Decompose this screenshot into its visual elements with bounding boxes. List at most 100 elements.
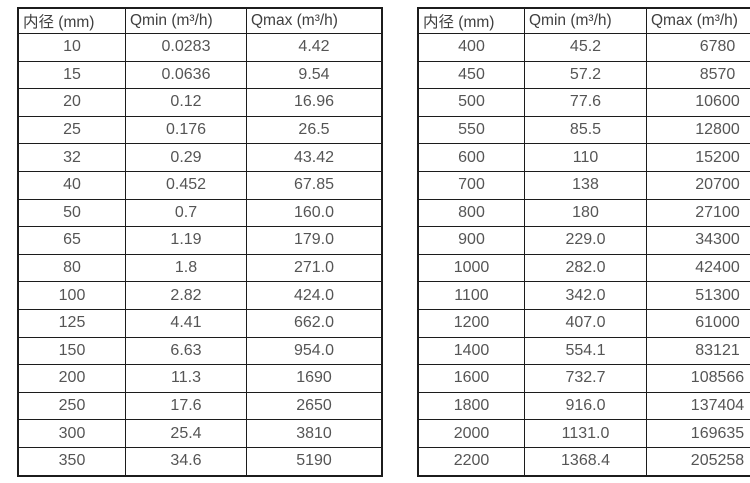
cell: 180 xyxy=(524,198,647,228)
cell: 229.0 xyxy=(524,226,647,255)
cell: 271.0 xyxy=(246,253,383,283)
table-row: 1100 342.0 51300 xyxy=(417,281,750,310)
cell: 0.0636 xyxy=(125,60,247,90)
table-row: 1800 916.0 137404 xyxy=(417,391,750,421)
cell: 500 xyxy=(417,88,525,117)
table-row: 150 6.63 954.0 xyxy=(17,336,383,366)
cell: 32 xyxy=(17,143,126,172)
table-row: 2200 1368.4 205258 xyxy=(417,446,750,477)
cell: 662.0 xyxy=(246,308,383,338)
cell: 1400 xyxy=(417,336,525,366)
cell: 400 xyxy=(417,33,525,62)
cell: 300 xyxy=(17,419,126,448)
table-row: 10 0.0283 4.42 xyxy=(17,33,383,62)
column-header: 内径 (mm) xyxy=(17,7,126,34)
cell: 26.5 xyxy=(246,115,383,145)
table-row: 450 57.2 8570 xyxy=(417,60,750,90)
cell: 424.0 xyxy=(246,281,383,310)
cell: 125 xyxy=(17,308,126,338)
cell: 110 xyxy=(524,143,647,172)
cell: 9.54 xyxy=(246,60,383,90)
table-row: 900 229.0 34300 xyxy=(417,226,750,255)
cell: 40 xyxy=(17,170,126,200)
cell: 85.5 xyxy=(524,115,647,145)
table-row: 65 1.19 179.0 xyxy=(17,226,383,255)
cell: 900 xyxy=(417,226,525,255)
cell: 65 xyxy=(17,226,126,255)
cell: 1.8 xyxy=(125,253,247,283)
cell: 179.0 xyxy=(246,226,383,255)
cell: 554.1 xyxy=(524,336,647,366)
cell: 27100 xyxy=(646,198,750,228)
cell: 42400 xyxy=(646,253,750,283)
cell: 1131.0 xyxy=(524,419,647,448)
cell: 15 xyxy=(17,60,126,90)
table-row: 50 0.7 160.0 xyxy=(17,198,383,228)
cell: 954.0 xyxy=(246,336,383,366)
cell: 1690 xyxy=(246,364,383,393)
cell: 4.42 xyxy=(246,33,383,62)
cell: 1800 xyxy=(417,391,525,421)
cell: 700 xyxy=(417,170,525,200)
cell: 25 xyxy=(17,115,126,145)
cell: 50 xyxy=(17,198,126,228)
cell: 2650 xyxy=(246,391,383,421)
column-header: Qmin (m³/h) xyxy=(524,7,647,34)
header-row: 内径 (mm) Qmin (m³/h) Qmax (m³/h) xyxy=(417,7,750,34)
cell: 4.41 xyxy=(125,308,247,338)
table-row: 300 25.4 3810 xyxy=(17,419,383,448)
cell: 108566 xyxy=(646,364,750,393)
header-row: 内径 (mm) Qmin (m³/h) Qmax (m³/h) xyxy=(17,7,383,34)
cell: 80 xyxy=(17,253,126,283)
cell: 17.6 xyxy=(125,391,247,421)
cell: 550 xyxy=(417,115,525,145)
table-row: 20 0.12 16.96 xyxy=(17,88,383,117)
cell: 5190 xyxy=(246,446,383,477)
cell: 137404 xyxy=(646,391,750,421)
cell: 34.6 xyxy=(125,446,247,477)
cell: 150 xyxy=(17,336,126,366)
cell: 25.4 xyxy=(125,419,247,448)
cell: 0.176 xyxy=(125,115,247,145)
table-row: 40 0.452 67.85 xyxy=(17,170,383,200)
cell: 2200 xyxy=(417,446,525,477)
cell: 12800 xyxy=(646,115,750,145)
column-header: 内径 (mm) xyxy=(417,7,525,34)
table-row: 600 110 15200 xyxy=(417,143,750,172)
cell: 11.3 xyxy=(125,364,247,393)
cell: 138 xyxy=(524,170,647,200)
cell: 200 xyxy=(17,364,126,393)
cell: 77.6 xyxy=(524,88,647,117)
table-row: 400 45.2 6780 xyxy=(417,33,750,62)
cell: 0.452 xyxy=(125,170,247,200)
cell: 450 xyxy=(417,60,525,90)
cell: 100 xyxy=(17,281,126,310)
cell: 2000 xyxy=(417,419,525,448)
cell: 67.85 xyxy=(246,170,383,200)
cell: 8570 xyxy=(646,60,750,90)
table-row: 1000 282.0 42400 xyxy=(417,253,750,283)
cell: 350 xyxy=(17,446,126,477)
flow-spec-table-small-diameters: 内径 (mm) Qmin (m³/h) Qmax (m³/h) 10 0.0283 4.4… xyxy=(17,7,383,477)
column-header: Qmin (m³/h) xyxy=(125,7,247,34)
cell: 0.12 xyxy=(125,88,247,117)
cell: 20700 xyxy=(646,170,750,200)
cell: 6780 xyxy=(646,33,750,62)
table-row: 550 85.5 12800 xyxy=(417,115,750,145)
column-header: Qmax (m³/h) xyxy=(646,7,750,34)
table-row: 200 11.3 1690 xyxy=(17,364,383,393)
table-row: 25 0.176 26.5 xyxy=(17,115,383,145)
cell: 6.63 xyxy=(125,336,247,366)
table-row: 15 0.0636 9.54 xyxy=(17,60,383,90)
table-row: 700 138 20700 xyxy=(417,170,750,200)
cell: 407.0 xyxy=(524,308,647,338)
column-header: Qmax (m³/h) xyxy=(246,7,383,34)
table-row: 100 2.82 424.0 xyxy=(17,281,383,310)
cell: 282.0 xyxy=(524,253,647,283)
table-row: 1400 554.1 83121 xyxy=(417,336,750,366)
cell: 250 xyxy=(17,391,126,421)
cell: 15200 xyxy=(646,143,750,172)
cell: 1200 xyxy=(417,308,525,338)
cell: 800 xyxy=(417,198,525,228)
table-row: 500 77.6 10600 xyxy=(417,88,750,117)
